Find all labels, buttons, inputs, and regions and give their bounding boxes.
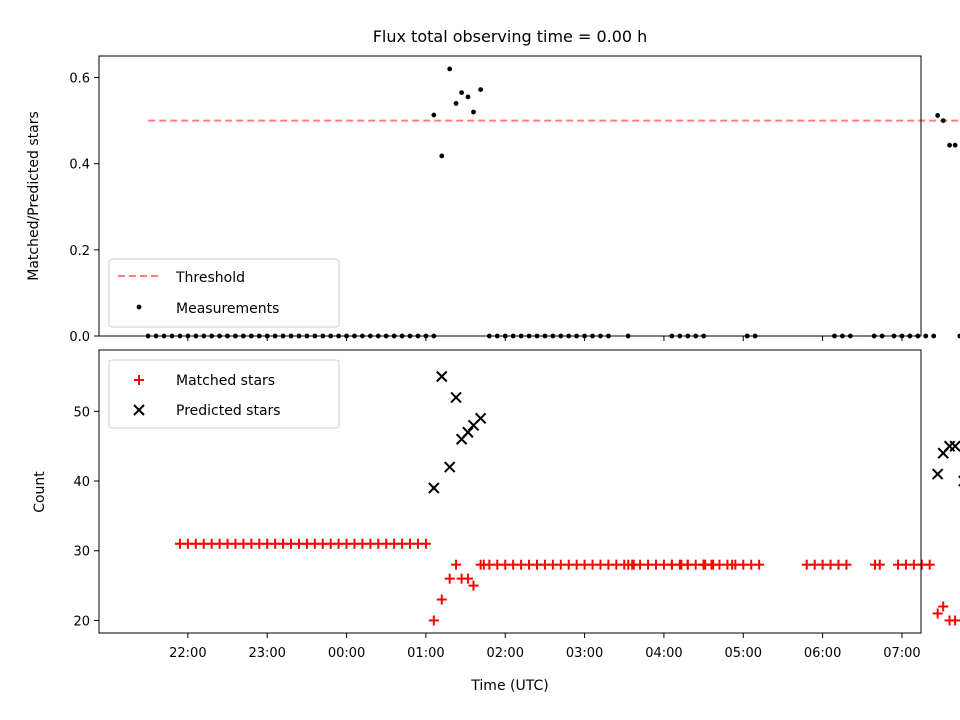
predicted-star-point bbox=[931, 468, 944, 480]
matched-star-point bbox=[420, 538, 431, 549]
count-y-tick-label: 50 bbox=[73, 405, 90, 420]
count-x-tick-label: 02:00 bbox=[487, 646, 524, 661]
legend-measurements-label: Measurements bbox=[176, 301, 279, 317]
matched-star-point bbox=[700, 559, 711, 570]
ratio-y-tick-label: 0.0 bbox=[69, 330, 90, 345]
count-x-tick-label: 05:00 bbox=[725, 646, 762, 661]
predicted-star-point-b bbox=[462, 426, 474, 438]
matched-star-point bbox=[938, 601, 949, 612]
matched-star-point bbox=[874, 559, 885, 570]
count-x-tick-label: 04:00 bbox=[645, 646, 682, 661]
predicted-star-point-b bbox=[428, 482, 440, 494]
count-x-tick-label: 22:00 bbox=[169, 646, 206, 661]
predicted-star-point bbox=[474, 412, 487, 425]
predicted-star-point bbox=[428, 482, 440, 494]
predicted-star-point-b bbox=[443, 461, 456, 473]
measurement-point bbox=[465, 94, 471, 100]
matched-star-point bbox=[932, 608, 943, 619]
measurement-point bbox=[453, 100, 459, 106]
measurement-point bbox=[952, 142, 958, 148]
measurement-point bbox=[447, 66, 453, 72]
matched-star-point bbox=[468, 580, 479, 591]
count-legend: Matched stars Predicted stars bbox=[108, 359, 340, 429]
predicted-star-point bbox=[436, 370, 448, 383]
measurement-point bbox=[957, 333, 960, 339]
measurement-point bbox=[935, 113, 941, 118]
count-y-axis-label: Count bbox=[32, 471, 48, 513]
count-x-tick-label: 01:00 bbox=[407, 646, 444, 661]
matched-star-point bbox=[451, 559, 462, 570]
count-x-tick-label: 07:00 bbox=[883, 646, 920, 661]
x-axis-label: Time (UTC) bbox=[470, 678, 548, 694]
count-y-tick-label: 20 bbox=[73, 614, 90, 629]
measurement-point bbox=[947, 142, 952, 148]
measurement-point bbox=[478, 87, 484, 92]
predicted-star-point-b bbox=[436, 370, 448, 383]
count-x-tick-label: 00:00 bbox=[328, 646, 365, 661]
ratio-y-tick-label: 0.6 bbox=[69, 72, 90, 87]
matched-star-point bbox=[436, 594, 447, 605]
count-legend-box bbox=[108, 359, 340, 429]
ratio-y-tick-label: 0.2 bbox=[69, 244, 90, 259]
matched-star-point bbox=[950, 615, 960, 626]
legend-matched-label: Matched stars bbox=[176, 373, 275, 389]
matched-star-point bbox=[754, 559, 765, 570]
matched-star-point bbox=[478, 559, 489, 570]
count-x-tick-label: 06:00 bbox=[804, 646, 841, 661]
legend-measurements-marker bbox=[136, 304, 142, 310]
matched-star-point bbox=[462, 573, 473, 584]
ratio-y-axis-label: Matched/Predicted stars bbox=[26, 111, 42, 281]
measurement-point bbox=[471, 109, 476, 115]
legend-matched-plus bbox=[134, 375, 144, 385]
legend-predicted-label: Predicted stars bbox=[176, 403, 281, 419]
legend-predicted-marker bbox=[133, 404, 145, 416]
matched-star-point bbox=[428, 615, 439, 626]
matched-star-point bbox=[841, 559, 852, 570]
predicted-star-point bbox=[943, 440, 956, 452]
legend-threshold-label: Threshold bbox=[175, 270, 245, 286]
count-y-tick-label: 30 bbox=[73, 545, 90, 560]
predicted-star-point bbox=[450, 391, 462, 404]
ratio-legend-box bbox=[108, 258, 340, 328]
predicted-star-point-b bbox=[450, 391, 462, 404]
measurement-point bbox=[431, 112, 437, 118]
matched-star-point bbox=[682, 559, 693, 570]
legend-predicted-cross bbox=[133, 404, 145, 416]
count-y-tick-label: 40 bbox=[73, 475, 90, 490]
count-panel-frame bbox=[98, 349, 922, 634]
measurement-point bbox=[459, 90, 465, 96]
matched-star-point bbox=[444, 573, 455, 584]
predicted-star-point-b bbox=[474, 412, 487, 425]
ratio-panel-frame bbox=[98, 55, 922, 337]
predicted-star-point bbox=[443, 461, 456, 473]
count-plot-area bbox=[174, 370, 960, 626]
measurement-point bbox=[439, 153, 445, 159]
legend-matched-marker bbox=[134, 375, 144, 385]
measurement-point bbox=[940, 118, 946, 124]
chart-title: Flux total observing time = 0.00 h bbox=[373, 27, 648, 46]
measurement-point bbox=[923, 333, 929, 339]
matched-star-point bbox=[924, 559, 935, 570]
count-x-tick-label: 23:00 bbox=[248, 646, 285, 661]
matched-star-point bbox=[727, 559, 738, 570]
count-x-tick-label: 03:00 bbox=[566, 646, 603, 661]
ratio-axes: 0.0 0.2 0.4 0.6 bbox=[69, 72, 903, 345]
ratio-legend: Threshold Measurements bbox=[108, 258, 340, 328]
predicted-star-point bbox=[462, 426, 474, 438]
predicted-star-point-b bbox=[931, 468, 944, 480]
ratio-plot-area bbox=[145, 66, 960, 339]
matched-star-point bbox=[666, 559, 677, 570]
count-panel: 22:00 23:00 00:00 01:00 02:00 03:00 04:00 05:00… bbox=[32, 349, 960, 694]
predicted-star-point-b bbox=[949, 440, 960, 452]
predicted-star-point bbox=[949, 440, 960, 452]
legend-predicted-cross-b bbox=[133, 404, 145, 416]
ratio-panel: 0.0 0.2 0.4 0.6 Matched/Predicted stars Thr… bbox=[26, 55, 960, 345]
ratio-y-tick-label: 0.4 bbox=[69, 158, 90, 173]
count-axes: 22:00 23:00 00:00 01:00 02:00 03:00 04:00 05:00… bbox=[73, 405, 920, 661]
measurement-point bbox=[931, 333, 937, 339]
matched-star-point bbox=[628, 559, 639, 570]
